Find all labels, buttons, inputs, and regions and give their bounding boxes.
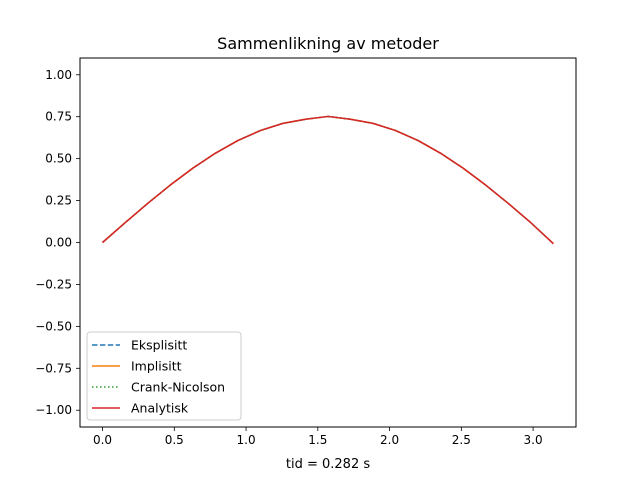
x-tick-label: 0.0 bbox=[93, 433, 112, 447]
y-tick-label: 0.50 bbox=[45, 152, 72, 166]
legend-label-eksplisitt: Eksplisitt bbox=[131, 338, 187, 353]
y-tick-label: −1.00 bbox=[35, 403, 72, 417]
legend-label-implisitt: Implisitt bbox=[131, 359, 182, 374]
series-line-analytisk bbox=[102, 115, 554, 245]
y-tick-label: 0.75 bbox=[45, 110, 72, 124]
x-tick-label: 3.0 bbox=[524, 433, 543, 447]
chart-title: Sammenlikning av metoder bbox=[217, 34, 439, 53]
x-axis-label: tid = 0.282 s bbox=[286, 457, 370, 472]
legend-box bbox=[86, 331, 242, 421]
x-tick-label: 2.5 bbox=[452, 433, 471, 447]
x-tick-label: 0.5 bbox=[165, 433, 184, 447]
legend-label-crank-nicolson: Crank-Nicolson bbox=[131, 380, 225, 395]
x-tick-label: 1.5 bbox=[308, 433, 327, 447]
y-tick-label: 0.25 bbox=[45, 194, 72, 208]
y-tick-label: −0.75 bbox=[35, 361, 72, 375]
y-tick-label: −0.25 bbox=[35, 277, 72, 291]
ticks-layer: 0.0 0.5 1.0 1.5 2.0 2.5 3.0 −1.00 −0.75 −0.50 −0.2… bbox=[35, 68, 542, 447]
y-tick-label: −0.50 bbox=[35, 319, 72, 333]
series-layer bbox=[102, 115, 554, 245]
x-tick-label: 2.0 bbox=[380, 433, 399, 447]
y-tick-label: 1.00 bbox=[45, 68, 72, 82]
plot-area-frame bbox=[79, 57, 577, 428]
legend: Eksplisitt Implisitt Crank-Nicolson Analyti… bbox=[86, 331, 242, 421]
x-tick-label: 1.0 bbox=[237, 433, 256, 447]
legend-label-analytisk: Analytisk bbox=[131, 401, 189, 416]
y-tick-label: 0.00 bbox=[45, 236, 72, 250]
